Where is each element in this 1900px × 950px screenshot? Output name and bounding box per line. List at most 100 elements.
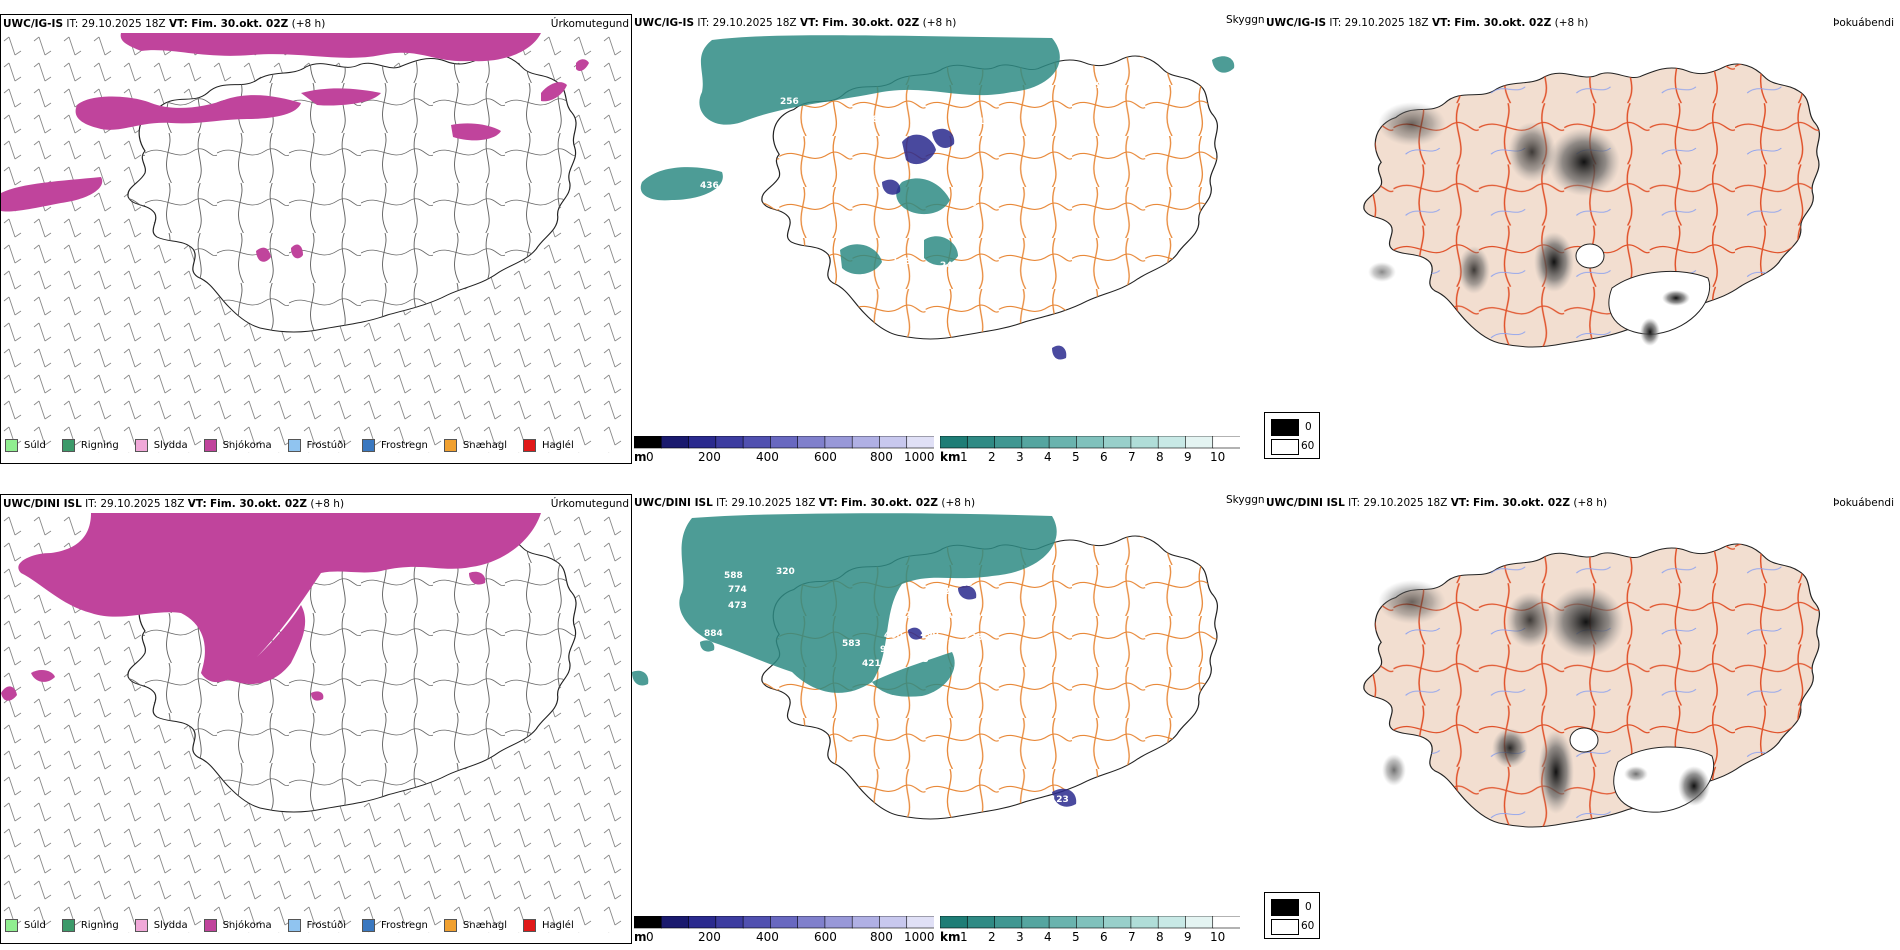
colorbar-segment [1076,916,1105,929]
ceiling-title-top: Skyggni [1226,14,1264,26]
ceiling-label: 997 [792,131,811,141]
colorbar-segment [715,916,744,929]
colorbar-segment [1157,436,1187,449]
colorbar-segment [742,916,772,929]
precip-legend-top: Súld Rigning Slydda Snjókoma Frostúði Fr… [5,439,574,452]
fog-areas-top [1368,102,1711,346]
colorbar-segment [1076,436,1105,449]
colorbar-segment [1103,916,1132,929]
colorbar-segment [770,436,799,449]
colorbar-segment [797,436,826,449]
colorbar-segment [966,916,996,929]
colorbar-segment [634,916,663,929]
fog-swatch-max [1271,919,1299,935]
ceiling-tick: 200 [698,930,721,944]
ceiling-label: 774 [728,585,747,595]
legend-swatch [523,919,537,932]
ceiling-panel-top: UWC/IG-IS IT: 29.10.2025 18Z VT: Fim. 30… [632,14,1264,464]
legend-item-sud: Súld [5,919,46,932]
legend-swatch [5,439,18,452]
ceiling-map-bottom: 588 320 774 473 884 329 320 163 351 202 … [632,513,1219,820]
colorbar-segment [994,436,1023,449]
ceiling-map-top: 256 298 585 997 962 899 436 213 46 92 22… [640,35,1235,360]
legend-swatch [362,919,375,932]
legend-item-frostudi: Frostúði [287,439,346,452]
ceiling-tick: 1000 [904,930,935,944]
ceiling-label: 585 [740,149,759,159]
colorbar-segment [1103,436,1132,449]
fog-panel-top: UWC/IG-IS IT: 29.10.2025 18Z VT: Fim. 30… [1264,14,1900,464]
ceiling-label: 202 [942,611,961,621]
legend-swatch [203,439,217,452]
ceiling-colorbar-strip [634,916,934,929]
colorbar-segment [797,916,826,929]
visibility-tick: 7 [1128,450,1136,464]
visibility-unit: km [940,930,961,944]
legend-item-frostregn: Frostregn [362,439,428,452]
visibility-tick: 4 [1044,450,1052,464]
legend-swatch [5,919,18,932]
legend-swatch [362,439,375,452]
visibility-tick: 4 [1044,930,1052,944]
ceiling-label: 238 [964,633,983,643]
precip-map-bottom [1,513,631,933]
visibility-tick: 5 [1072,450,1080,464]
colorbar-segment [1130,436,1159,449]
colorbar-segment [1185,436,1214,449]
ceiling-label: 46 [1000,131,1013,141]
visibility-tick: 8 [1156,930,1164,944]
legend-swatch [134,919,148,932]
precip-title-top: Úrkomutegund [550,18,629,30]
ceiling-tick: 0 [646,450,654,464]
visibility-tick: 3 [1016,450,1024,464]
fog-scale-min: 0 [1305,421,1312,433]
colorbar-segment [688,436,717,449]
visibility-colorbar-strip [940,916,1240,929]
fog-swatch-min [1271,899,1299,916]
ceiling-panel-bottom: UWC/DINI ISL IT: 29.10.2025 18Z VT: Fim.… [632,494,1264,944]
ceiling-areas-top [882,128,1067,360]
precip-panel-top: UWC/IG-IS IT: 29.10.2025 18Z VT: Fim. 30… [0,14,632,464]
colorbar-segment [1212,436,1240,449]
ceiling-unit: m [634,450,647,464]
legend-swatch [523,439,537,452]
ceiling-label: 583 [842,639,861,649]
legend-item-snjokoma: Snjókoma [203,919,272,932]
fog-map-bottom [1363,543,1821,828]
colorbar-segment [1185,916,1214,929]
precip-map-top [1,33,631,453]
visibility-tick: 6 [1100,450,1108,464]
colorbar-segment [906,916,934,929]
legend-item-haglel: Haglél [523,919,574,932]
ceiling-label: 320 [938,587,957,597]
colorbar-segment [851,436,881,449]
visibility-tick: 1 [960,450,968,464]
ceiling-label: 473 [728,601,747,611]
ceiling-label: 242 [940,261,959,271]
legend-item-slydda: Slydda [134,919,188,932]
colorbar-segment [879,916,908,929]
ceiling-label: 92 [950,149,963,159]
legend-swatch [443,439,457,452]
fog-scale-max: 60 [1301,440,1315,452]
precip-panel-bottom: UWC/DINI ISL IT: 29.10.2025 18Z VT: Fim.… [0,494,632,944]
ceiling-tick: 600 [814,450,837,464]
fog-scale-top: 0 60 [1264,412,1320,459]
ceiling-colorbar-strip [634,436,934,449]
legend-item-snaehagl: Snæhagl [443,439,507,452]
visibility-tick: 10 [1210,930,1226,944]
legend-swatch [134,439,148,452]
visibility-unit: km [940,450,961,464]
colorbar-segment [1212,916,1240,929]
legend-item-snjokoma: Snjókoma [203,439,272,452]
legend-swatch [61,439,75,452]
ceiling-label: 279 [900,611,919,621]
ceiling-label: 987 [880,645,899,655]
ceiling-label: 421 [862,659,881,669]
ceiling-label: 337 [958,661,977,671]
ceiling-label: 899 [872,115,891,125]
fog-title-top: Þokuábendi [1833,17,1894,29]
visibility-tick: 9 [1184,450,1192,464]
precip-legend-bottom: Súld Rigning Slydda Snjókoma Frostúði Fr… [5,919,574,932]
visibility-tick: 2 [988,450,996,464]
